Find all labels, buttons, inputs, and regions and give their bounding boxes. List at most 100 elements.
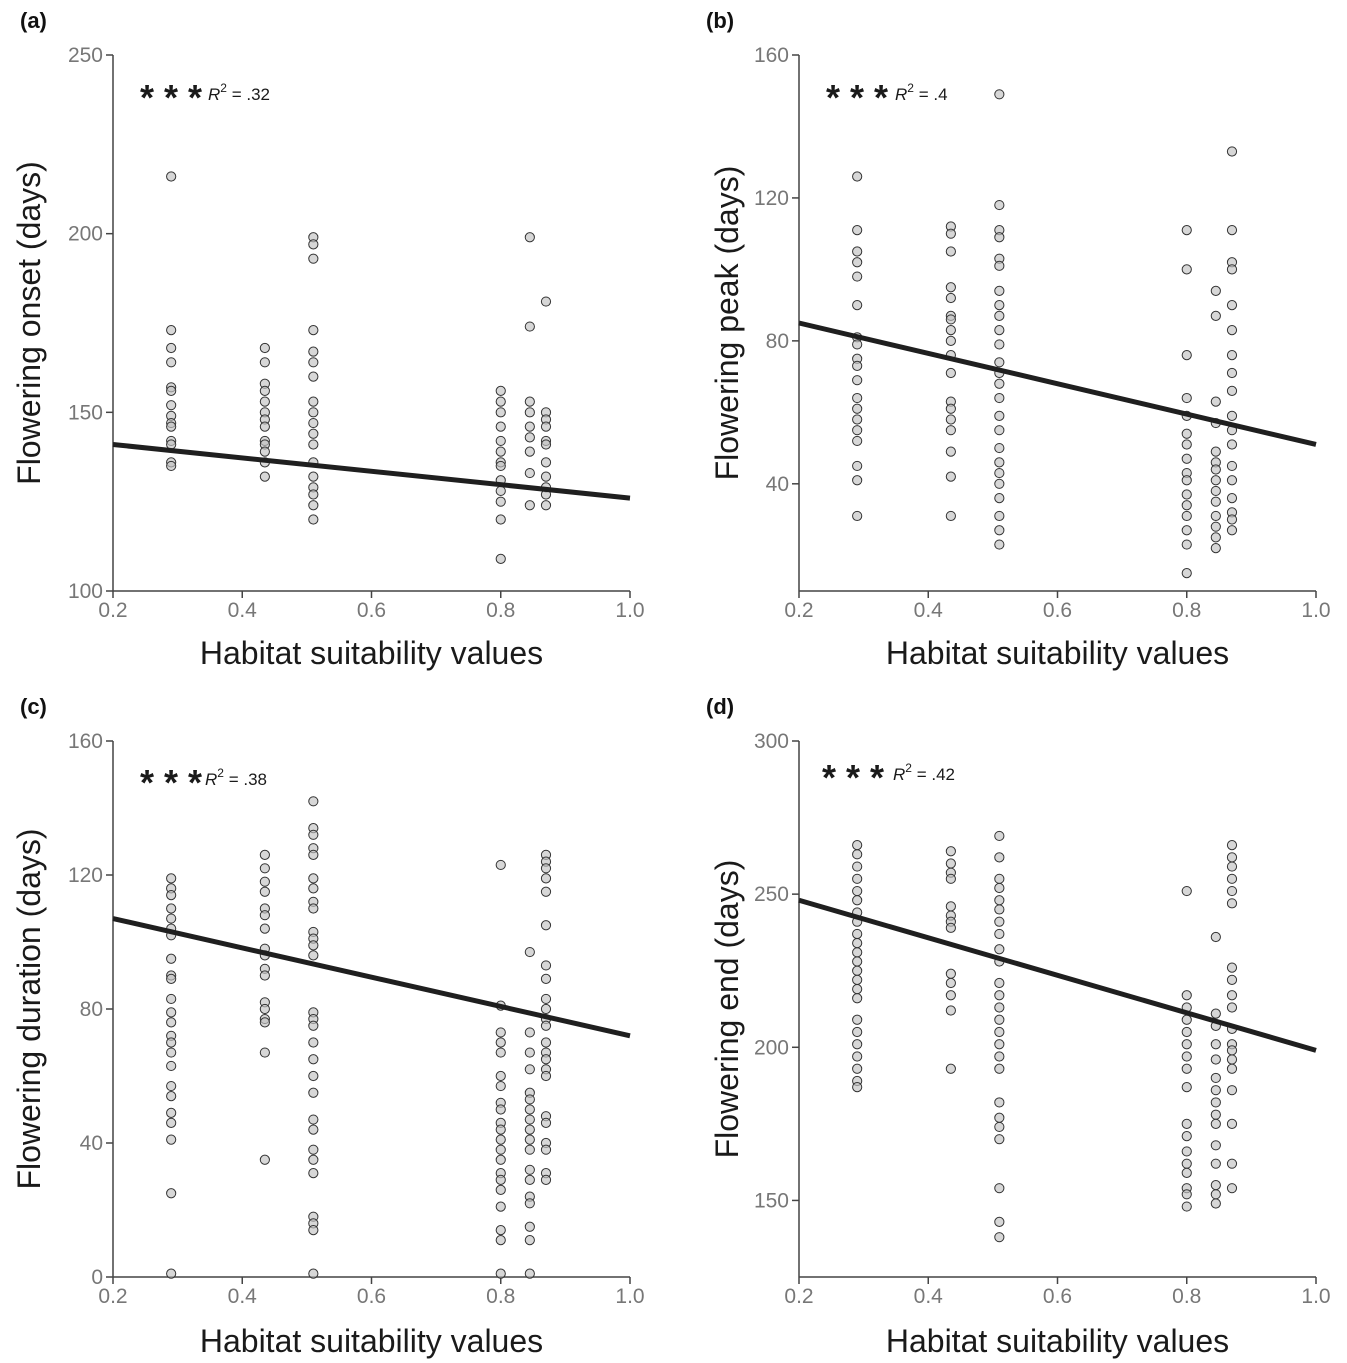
data-point bbox=[945, 922, 956, 933]
y-tick-label: 160 bbox=[754, 44, 789, 67]
data-point bbox=[259, 1003, 270, 1015]
data-point bbox=[495, 1080, 506, 1092]
data-point bbox=[1181, 1189, 1192, 1200]
data-point bbox=[495, 1037, 506, 1048]
data-point bbox=[994, 378, 1005, 389]
regression-line bbox=[112, 442, 631, 501]
data-point bbox=[495, 485, 506, 497]
significance-stars: * * * bbox=[826, 77, 888, 118]
data-point bbox=[166, 993, 177, 1005]
x-tick-label: 0.2 bbox=[784, 1285, 813, 1308]
x-tick-label: 0.8 bbox=[486, 1285, 515, 1308]
data-point bbox=[495, 1027, 506, 1038]
data-point bbox=[495, 446, 506, 457]
data-point bbox=[945, 901, 956, 912]
data-point bbox=[852, 974, 863, 986]
y-tick-label: 150 bbox=[754, 1189, 789, 1212]
data-point bbox=[1181, 350, 1192, 361]
data-point bbox=[1210, 475, 1221, 486]
data-point bbox=[1181, 428, 1192, 439]
data-point bbox=[945, 425, 956, 436]
data-point bbox=[945, 228, 956, 239]
data-point bbox=[1226, 460, 1238, 472]
data-point bbox=[852, 1014, 863, 1025]
x-tick-label: 1.0 bbox=[1301, 1285, 1330, 1308]
data-point bbox=[540, 296, 552, 307]
data-point bbox=[1210, 1189, 1221, 1200]
data-point bbox=[1226, 492, 1238, 504]
data-point bbox=[945, 846, 956, 857]
y-tick-label: 40 bbox=[766, 473, 789, 496]
data-point bbox=[994, 916, 1005, 927]
regression-line bbox=[112, 916, 631, 1039]
y-tick-label: 200 bbox=[754, 1036, 789, 1059]
x-tick-label: 1.0 bbox=[615, 1285, 644, 1308]
data-point bbox=[308, 357, 319, 368]
data-point bbox=[1226, 439, 1238, 450]
data-point bbox=[524, 432, 535, 443]
y-tick-label: 0 bbox=[91, 1266, 103, 1289]
data-point bbox=[852, 271, 863, 282]
x-axis-label: Habitat suitability values bbox=[886, 635, 1229, 671]
data-point bbox=[852, 861, 863, 872]
data-point bbox=[166, 973, 177, 984]
data-point bbox=[1226, 990, 1238, 1001]
data-point bbox=[495, 407, 506, 418]
data-point bbox=[852, 1082, 863, 1093]
data-point bbox=[1181, 990, 1192, 1001]
data-point bbox=[1210, 1054, 1221, 1065]
data-point bbox=[308, 407, 319, 418]
panel-a: (a) 100 150 200 250 0.2 0.4 0.6 0.8 1.0 Habitat su… bbox=[11, 8, 645, 671]
data-point bbox=[308, 1225, 319, 1236]
r-squared-label: R2 = .4 bbox=[895, 81, 948, 104]
data-point bbox=[495, 1070, 506, 1082]
data-point bbox=[994, 199, 1005, 211]
data-point bbox=[308, 1124, 319, 1135]
data-point bbox=[308, 1144, 319, 1155]
data-point bbox=[1181, 453, 1192, 464]
data-point bbox=[524, 1094, 535, 1105]
data-point bbox=[852, 360, 863, 371]
y-tick-label: 160 bbox=[68, 730, 103, 753]
data-point bbox=[1181, 1026, 1192, 1038]
y-tick-label: 120 bbox=[754, 187, 789, 210]
data-point bbox=[945, 968, 956, 979]
data-point bbox=[495, 460, 506, 472]
data-point bbox=[852, 938, 863, 949]
data-point bbox=[308, 829, 319, 840]
data-point bbox=[524, 1198, 535, 1209]
data-point bbox=[852, 849, 863, 860]
data-point bbox=[1210, 446, 1221, 457]
data-point bbox=[308, 428, 319, 439]
x-tick-label: 0.2 bbox=[98, 1285, 127, 1308]
data-point bbox=[852, 873, 863, 884]
data-point bbox=[994, 260, 1005, 271]
data-point bbox=[852, 257, 863, 268]
panel-label: (a) bbox=[20, 8, 47, 33]
data-point bbox=[1226, 224, 1238, 236]
data-point bbox=[495, 1154, 506, 1165]
data-point bbox=[166, 357, 177, 368]
panel-b: (b) 40 80 120 160 0.2 0.4 0.6 0.8 1.0 Habitat suit… bbox=[706, 8, 1331, 671]
data-point bbox=[1181, 510, 1192, 522]
data-point bbox=[1226, 1063, 1238, 1074]
y-axis-label: Flowering duration (days) bbox=[11, 828, 47, 1189]
data-point bbox=[308, 239, 319, 250]
data-point bbox=[994, 1039, 1005, 1050]
data-point bbox=[994, 1216, 1005, 1227]
y-tick-label: 120 bbox=[68, 864, 103, 887]
data-point bbox=[495, 1268, 506, 1279]
data-point bbox=[1181, 475, 1192, 486]
data-point bbox=[166, 385, 177, 396]
data-point bbox=[945, 510, 956, 522]
data-point bbox=[1210, 285, 1221, 296]
data-point bbox=[1181, 885, 1192, 897]
x-tick-label: 0.4 bbox=[914, 599, 944, 622]
x-axis-label: Habitat suitability values bbox=[200, 1323, 543, 1359]
data-point bbox=[1181, 1131, 1192, 1142]
data-point bbox=[166, 1007, 177, 1018]
data-point bbox=[495, 1124, 506, 1135]
data-point bbox=[994, 1051, 1005, 1062]
data-point bbox=[994, 492, 1005, 504]
data-point bbox=[1181, 1158, 1192, 1169]
